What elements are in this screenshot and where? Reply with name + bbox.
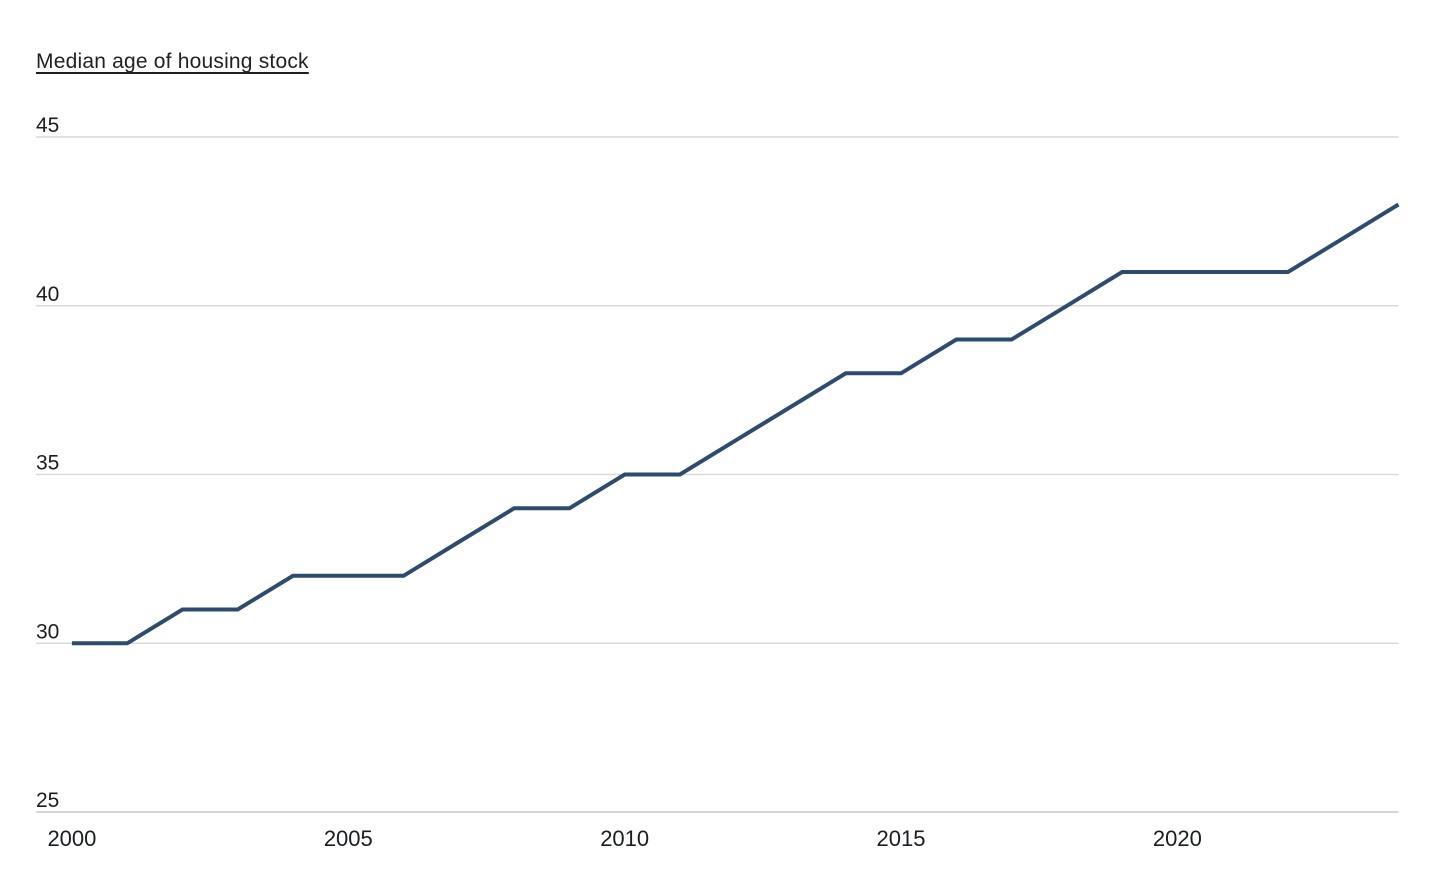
x-tick-label-2005: 2005	[324, 826, 373, 851]
y-tick-label-45: 45	[36, 114, 59, 137]
chart-title[interactable]: Median age of housing stock	[36, 50, 309, 73]
y-tick-label-25: 25	[36, 789, 59, 812]
x-tick-label-2000: 2000	[47, 826, 96, 851]
x-tick-label-2015: 2015	[877, 826, 926, 851]
y-tick-label-35: 35	[36, 452, 59, 475]
data-line-median-age	[71, 202, 1400, 646]
y-tick-label-30: 30	[36, 620, 59, 643]
x-tick-label-2010: 2010	[600, 826, 649, 851]
y-tick-label-40: 40	[36, 283, 59, 306]
x-tick-label-2020: 2020	[1153, 826, 1202, 851]
